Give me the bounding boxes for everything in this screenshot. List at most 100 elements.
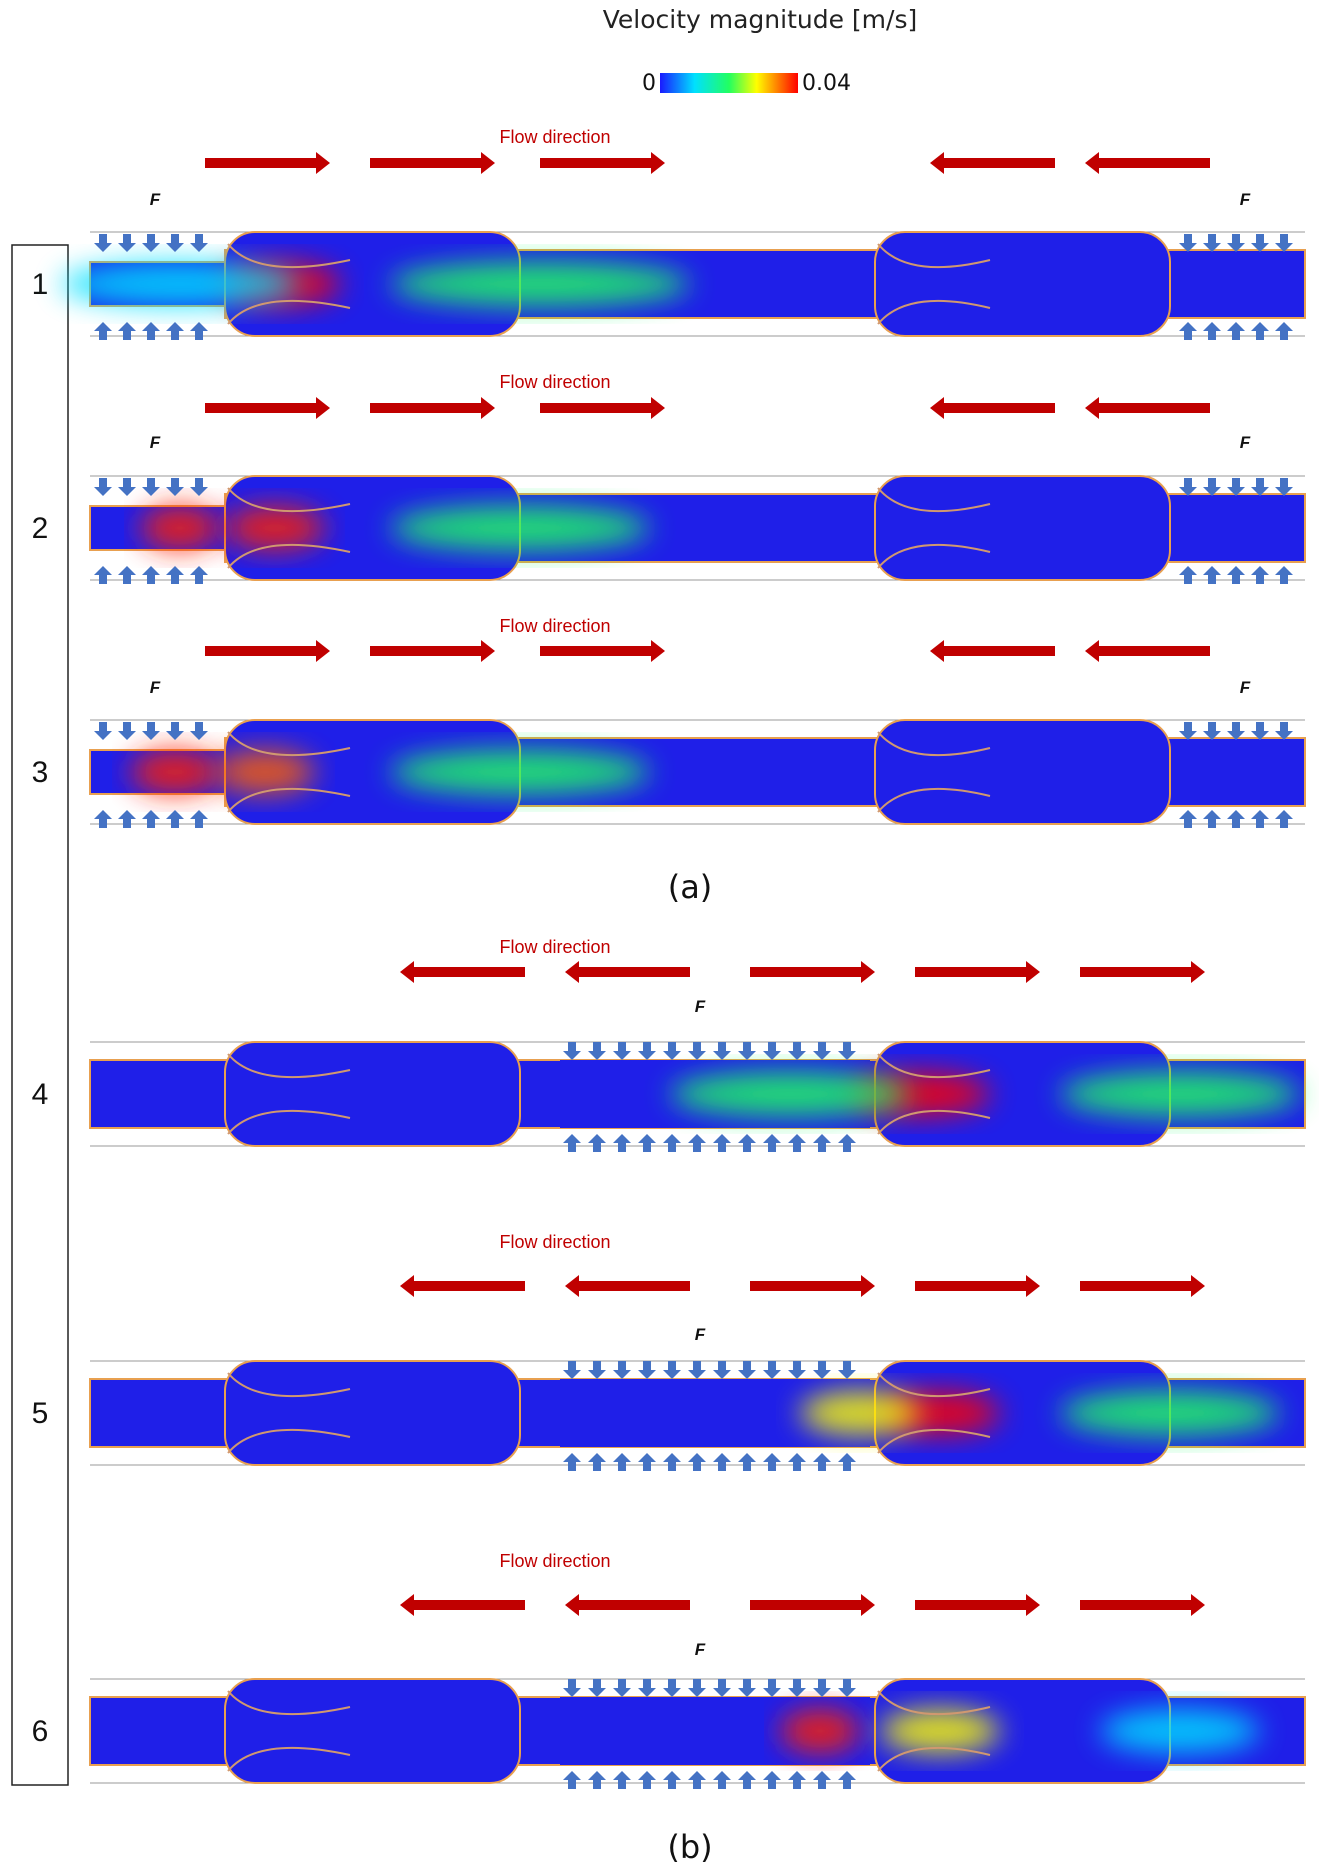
flow-arrow-right bbox=[370, 152, 495, 174]
force-arrow-down bbox=[1251, 722, 1269, 740]
flow-arrow-left bbox=[565, 1594, 690, 1616]
velocity-hotspot bbox=[1100, 1709, 1260, 1753]
flow-arrow-left bbox=[930, 397, 1055, 419]
force-arrow-down bbox=[738, 1361, 756, 1379]
valve-sinus-bulb bbox=[224, 1678, 521, 1784]
force-arrow-up bbox=[638, 1453, 656, 1471]
force-arrow-up bbox=[613, 1453, 631, 1471]
force-arrow-up bbox=[118, 566, 136, 584]
force-arrow-down bbox=[1275, 722, 1293, 740]
valve-leaflet bbox=[227, 543, 351, 569]
valve-leaflet bbox=[227, 787, 351, 813]
velocity-hotspot bbox=[390, 750, 650, 794]
force-arrow-down bbox=[1203, 722, 1221, 740]
flow-arrow-right bbox=[205, 152, 330, 174]
vessel-body bbox=[89, 1360, 1306, 1466]
valve-leaflet bbox=[877, 543, 991, 569]
flow-arrow-left bbox=[1085, 152, 1210, 174]
velocity-hotspot bbox=[390, 262, 690, 306]
force-arrow-up bbox=[1251, 810, 1269, 828]
force-arrow-down bbox=[563, 1042, 581, 1060]
valve-sinus-bulb bbox=[224, 1360, 521, 1466]
valve-leaflet bbox=[877, 731, 991, 757]
vessel-row: 5 Flow direction F bbox=[32, 1232, 1306, 1471]
force-arrow-down bbox=[563, 1679, 581, 1697]
panel-label-b: (b) bbox=[667, 1828, 712, 1866]
force-arrow-up bbox=[1275, 322, 1293, 340]
vessel-row: 3 Flow direction F F bbox=[32, 616, 1306, 828]
force-arrow-up bbox=[142, 566, 160, 584]
force-arrow-down bbox=[613, 1042, 631, 1060]
force-arrow-down bbox=[738, 1679, 756, 1697]
vessel-body bbox=[89, 719, 1306, 825]
velocity-hotspot bbox=[1060, 1391, 1280, 1435]
velocity-hotspot bbox=[225, 506, 325, 550]
force-arrow-down bbox=[688, 1361, 706, 1379]
force-arrow-up bbox=[190, 566, 208, 584]
row-number: 1 bbox=[32, 268, 49, 301]
force-arrow-up bbox=[1227, 566, 1245, 584]
force-arrow-up bbox=[1179, 810, 1197, 828]
row-number: 6 bbox=[32, 1715, 49, 1748]
row-number: 3 bbox=[32, 756, 49, 789]
velocity-hotspot bbox=[1060, 1072, 1300, 1116]
force-arrow-down bbox=[588, 1361, 606, 1379]
colorbar bbox=[660, 73, 798, 93]
flow-arrow-right bbox=[915, 1275, 1040, 1297]
force-arrow-up bbox=[838, 1771, 856, 1789]
force-label: F bbox=[1240, 190, 1251, 209]
force-arrow-up bbox=[688, 1134, 706, 1152]
force-arrow-up bbox=[663, 1453, 681, 1471]
force-arrow-up bbox=[118, 322, 136, 340]
force-arrow-up bbox=[638, 1771, 656, 1789]
flow-arrow-right bbox=[1080, 961, 1205, 983]
valve-leaflet bbox=[877, 1746, 991, 1772]
flow-arrow-left bbox=[565, 1275, 690, 1297]
force-arrow-down bbox=[738, 1042, 756, 1060]
force-arrow-up bbox=[166, 810, 184, 828]
force-arrow-down bbox=[1179, 234, 1197, 252]
force-arrow-down bbox=[788, 1361, 806, 1379]
flow-arrow-left bbox=[930, 640, 1055, 662]
force-arrow-down bbox=[1275, 234, 1293, 252]
force-arrow-down bbox=[638, 1361, 656, 1379]
flow-arrow-right bbox=[370, 397, 495, 419]
force-arrow-up bbox=[1179, 566, 1197, 584]
force-arrow-down bbox=[1203, 234, 1221, 252]
flow-arrow-right bbox=[370, 640, 495, 662]
velocity-hotspot bbox=[215, 750, 315, 794]
force-arrow-down bbox=[1179, 722, 1197, 740]
force-arrow-down bbox=[118, 722, 136, 740]
flow-direction-label: Flow direction bbox=[499, 1551, 610, 1571]
force-arrow-up bbox=[738, 1453, 756, 1471]
force-arrow-up bbox=[613, 1771, 631, 1789]
force-arrow-up bbox=[763, 1134, 781, 1152]
valve-leaflet bbox=[227, 1053, 351, 1079]
flow-arrow-right bbox=[915, 961, 1040, 983]
force-arrow-down bbox=[118, 478, 136, 496]
force-arrow-down bbox=[142, 234, 160, 252]
force-arrow-down bbox=[613, 1361, 631, 1379]
valve-leaflet bbox=[227, 487, 351, 513]
legend-title: Velocity magnitude [m/s] bbox=[603, 5, 918, 34]
force-arrow-up bbox=[788, 1771, 806, 1789]
force-arrow-up bbox=[166, 566, 184, 584]
force-arrow-up bbox=[663, 1771, 681, 1789]
force-arrow-up bbox=[563, 1771, 581, 1789]
force-label: F bbox=[150, 433, 161, 452]
valve-sinus-bulb bbox=[874, 475, 1171, 581]
flow-arrow-left bbox=[400, 1275, 525, 1297]
velocity-hotspot bbox=[140, 506, 220, 550]
force-arrow-up bbox=[1275, 810, 1293, 828]
force-arrow-up bbox=[94, 566, 112, 584]
force-arrow-up bbox=[713, 1771, 731, 1789]
velocity-hotspot bbox=[880, 1709, 1000, 1753]
flow-arrow-right bbox=[205, 640, 330, 662]
flow-arrow-right bbox=[915, 1594, 1040, 1616]
valve-leaflet bbox=[877, 1372, 991, 1398]
velocity-hotspot bbox=[60, 262, 300, 306]
valve-leaflet bbox=[877, 1109, 991, 1135]
flow-direction-label: Flow direction bbox=[499, 937, 610, 957]
force-arrow-down bbox=[613, 1679, 631, 1697]
vessel-row: 6 Flow direction F bbox=[32, 1551, 1306, 1789]
